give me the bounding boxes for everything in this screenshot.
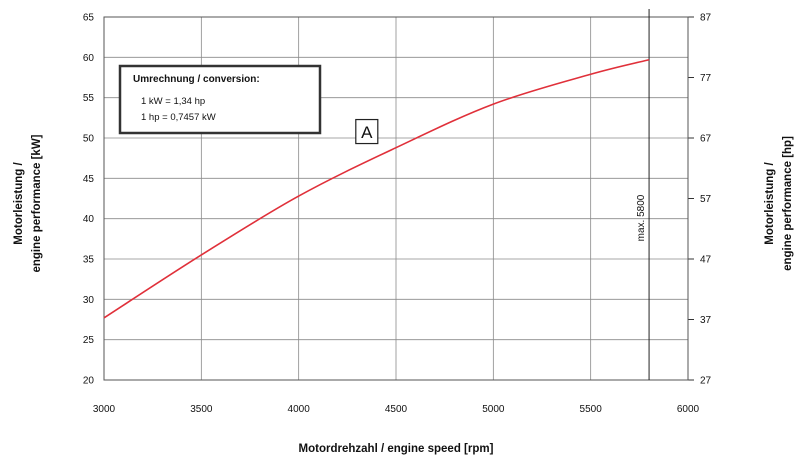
y-axis-label-left-line-1: Motorleistung / xyxy=(13,161,25,244)
y-left-tick-label: 65 xyxy=(83,13,95,24)
x-tick-label: 4000 xyxy=(288,404,311,415)
y-axis-label-right-line-1: Motorleistung / xyxy=(764,161,776,244)
marker-a: A xyxy=(355,118,379,145)
y-left-tick-label: 25 xyxy=(83,335,95,346)
series-line-engine-performance xyxy=(103,58,650,319)
x-tick-label: 5000 xyxy=(482,404,505,415)
x-tick-label: 4500 xyxy=(385,404,408,415)
conversion-line-2: 1 hp = 0,7457 kW xyxy=(141,112,216,123)
x-tick-label: 5500 xyxy=(580,404,603,415)
y-right-tick-label: 27 xyxy=(700,376,712,387)
conversion-box: Umrechnung / conversion: 1 kW = 1,34 hp … xyxy=(118,64,322,135)
y-right-tick-label: 67 xyxy=(700,134,712,145)
conversion-line-1: 1 kW = 1,34 hp xyxy=(141,96,205,107)
plot-frame xyxy=(103,16,689,381)
y-left-tick-label: 20 xyxy=(83,376,95,387)
max-rpm-label: max. 5800 xyxy=(636,194,647,241)
y-axis-label-right-line-2: engine performance [hp] xyxy=(782,136,794,271)
tick-labels: 3000 3500 4000 4500 5000 5500 6000 20 25 30 35 40 45… xyxy=(83,13,712,416)
y-right-tick-label: 57 xyxy=(700,194,712,205)
y-left-tick-label: 30 xyxy=(83,295,95,306)
y-right-tick-label: 87 xyxy=(700,13,712,24)
marker-a-label: A xyxy=(361,123,373,142)
x-tick-label: 6000 xyxy=(677,404,700,415)
x-tick-label: 3000 xyxy=(93,404,116,415)
y-left-tick-label: 50 xyxy=(83,134,95,145)
y-axis-label-left: Motorleistung / engine performance [kW] xyxy=(13,134,43,272)
y-right-tick-label: 47 xyxy=(700,255,712,266)
y-axis-label-left-line-2: engine performance [kW] xyxy=(31,134,43,272)
conversion-title: Umrechnung / conversion: xyxy=(133,74,260,85)
y-left-tick-label: 60 xyxy=(83,53,95,64)
y-right-tick-label: 37 xyxy=(700,315,712,326)
y-left-tick-label: 40 xyxy=(83,214,95,225)
y-right-tick-label: 77 xyxy=(700,73,712,84)
y-left-tick-label: 55 xyxy=(83,93,95,104)
y-left-tick-label: 35 xyxy=(83,255,95,266)
x-axis-label: Motordrehzahl / engine speed [rpm] xyxy=(299,443,494,455)
x-tick-label: 3500 xyxy=(190,404,213,415)
y-left-tick-label: 45 xyxy=(83,174,95,185)
y-axis-label-right: Motorleistung / engine performance [hp] xyxy=(764,136,794,271)
